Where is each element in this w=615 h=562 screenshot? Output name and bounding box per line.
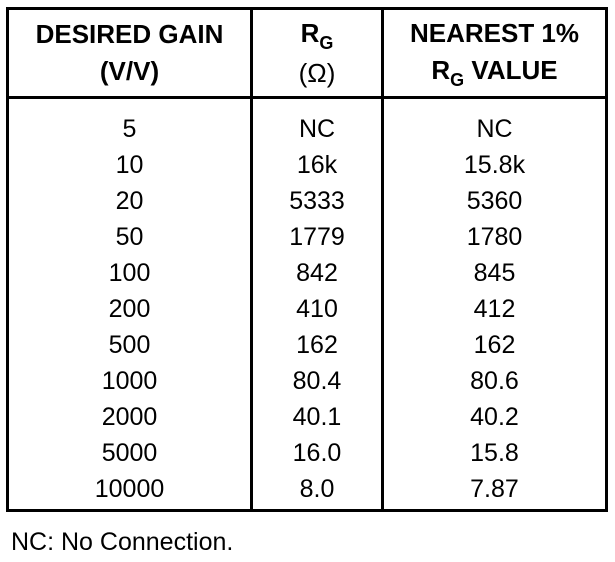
cell-nearest-rg: 15.8 (470, 438, 519, 467)
cell-desired-gain: 20 (115, 186, 144, 215)
cell-desired-gain: 2000 (101, 402, 158, 431)
header-rg-unit: (Ω) (298, 57, 336, 88)
header-nearest-rg-main: R (431, 54, 451, 85)
cell-rg: 16.0 (292, 438, 342, 467)
cell-desired-gain: 50 (115, 222, 144, 251)
cell-rg: 80.4 (292, 366, 342, 395)
header-rg-subscript: G (319, 32, 334, 53)
header-rg-symbol: RG (301, 15, 334, 55)
table-row: 2000 40.1 40.2 (9, 399, 605, 435)
cell-rg: 8.0 (299, 474, 335, 503)
cell-rg: 410 (296, 294, 338, 323)
table-row: 200 410 412 (9, 291, 605, 327)
header-desired-gain: DESIRED GAIN (V/V) (9, 10, 250, 96)
table-row: 50 1779 1780 (9, 219, 605, 255)
header-nearest-line2: RG VALUE (431, 52, 557, 92)
column-divider-2 (381, 10, 384, 509)
cell-nearest-rg: 5360 (466, 186, 523, 215)
cell-rg: 16k (296, 150, 338, 179)
header-nearest-rg: NEAREST 1% RG VALUE (384, 10, 605, 96)
cell-rg: 842 (296, 258, 338, 287)
cell-nearest-rg: 40.2 (470, 402, 519, 431)
cell-rg: NC (298, 114, 336, 143)
cell-nearest-rg: 80.6 (470, 366, 519, 395)
cell-nearest-rg: 1780 (466, 222, 523, 251)
cell-desired-gain: 200 (108, 294, 151, 323)
footnote: NC: No Connection. (11, 528, 234, 556)
cell-nearest-rg: NC (476, 114, 513, 143)
table-row: 10000 8.0 7.87 (9, 471, 605, 507)
header-nearest-rg-rest: VALUE (464, 54, 558, 85)
header-nearest-rg-subscript: G (450, 69, 465, 90)
cell-nearest-rg: 15.8k (463, 150, 526, 179)
cell-nearest-rg: 845 (473, 258, 516, 287)
cell-rg: 162 (296, 330, 338, 359)
table-row: 100 842 845 (9, 255, 605, 291)
header-desired-gain-line1: DESIRED GAIN (35, 19, 224, 49)
cell-rg: 1779 (289, 222, 345, 251)
gain-resistor-table: DESIRED GAIN (V/V) RG (Ω) NEAREST 1% RG … (6, 7, 608, 512)
table-row: 500 162 162 (9, 327, 605, 363)
cell-rg: 40.1 (292, 402, 342, 431)
column-divider-1 (250, 10, 253, 509)
cell-nearest-rg: 412 (473, 294, 516, 323)
cell-desired-gain: 5 (122, 114, 137, 143)
table-body: 5 NC NC 10 16k 15.8k 20 5333 5360 50 1779 1780 100 84… (9, 99, 605, 507)
cell-desired-gain: 5000 (101, 438, 158, 467)
table-row: 10 16k 15.8k (9, 147, 605, 183)
cell-rg: 5333 (289, 186, 345, 215)
table-row: 1000 80.4 80.6 (9, 363, 605, 399)
cell-desired-gain: 500 (108, 330, 151, 359)
cell-nearest-rg: 162 (473, 330, 516, 359)
header-divider (9, 96, 605, 99)
cell-desired-gain: 10 (115, 150, 144, 179)
table-row: 20 5333 5360 (9, 183, 605, 219)
cell-desired-gain: 1000 (101, 366, 158, 395)
cell-nearest-rg: 7.87 (470, 474, 519, 503)
table-row: 5 NC NC (9, 111, 605, 147)
header-rg-main: R (300, 17, 320, 48)
header-rg: RG (Ω) (253, 10, 381, 96)
cell-desired-gain: 10000 (94, 474, 165, 503)
table-row: 5000 16.0 15.8 (9, 435, 605, 471)
header-desired-gain-line2: (V/V) (99, 56, 160, 86)
cell-desired-gain: 100 (108, 258, 151, 287)
header-nearest-line1: NEAREST 1% (409, 17, 580, 48)
